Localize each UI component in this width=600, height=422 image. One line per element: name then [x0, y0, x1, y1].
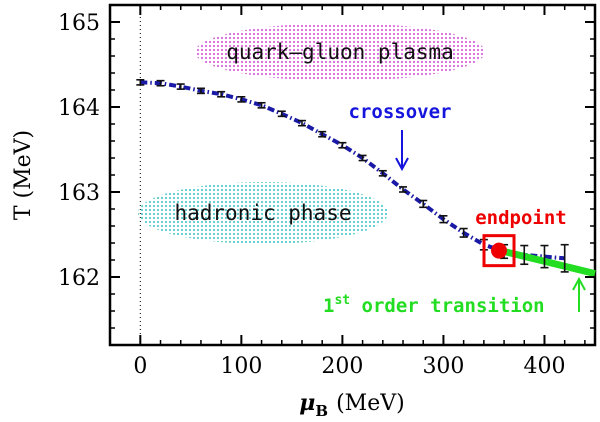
errorbar-point	[338, 141, 347, 149]
endpoint-label: endpoint	[475, 207, 567, 229]
x-axis-subscript: B	[315, 402, 328, 420]
errorbar-point	[459, 227, 468, 238]
errorbar-point	[318, 130, 327, 138]
first-order-label-sup: st	[334, 293, 350, 308]
errorbar-point	[297, 119, 306, 127]
tick-layer: 0 100 200 300 400 162 163 164 165	[58, 5, 595, 379]
x-tick-label: 100	[220, 354, 262, 379]
errorbar-point	[217, 90, 226, 98]
errorbar-point	[196, 87, 205, 95]
errorbar-point	[439, 215, 448, 224]
endpoint-box	[482, 234, 516, 268]
errorbar-point	[399, 186, 408, 193]
errorbar-point	[540, 244, 549, 269]
errorbar-point	[237, 96, 246, 103]
endpoint-layer	[482, 234, 516, 268]
errorbar-point	[277, 110, 286, 118]
errorbar-point	[156, 79, 165, 87]
crossover-label: crossover	[349, 101, 452, 123]
errorbar-point	[560, 243, 569, 273]
series-1-line	[503, 248, 596, 278]
errorbar-point	[419, 199, 428, 209]
first-order-arrow-icon	[572, 276, 586, 312]
y-axis-title: T (MeV)	[11, 130, 36, 220]
hadronic-label: hadronic phase	[174, 201, 351, 225]
errorbar-point	[136, 79, 145, 86]
x-tick-label: 400	[523, 354, 565, 379]
endpoint-dot	[491, 242, 508, 259]
x-tick-label: 200	[321, 354, 363, 379]
x-axis-unit: (MeV)	[336, 391, 405, 416]
errorbar-point	[520, 244, 529, 266]
errorbar-point	[358, 154, 367, 162]
y-tick-label: 164	[58, 96, 100, 121]
errorbar-point	[257, 101, 266, 109]
first-order-label-post: order transition	[350, 295, 544, 317]
qgp-label: quark–gluon plasma	[226, 40, 454, 64]
crossover-arrow-icon	[395, 130, 409, 172]
x-axis-symbol: μ	[299, 390, 315, 416]
x-tick-label: 0	[133, 354, 147, 379]
y-tick-label: 162	[58, 266, 100, 291]
first-order-label: 1st order transition	[323, 293, 545, 317]
y-tick-label: 163	[58, 181, 100, 206]
errorbar-point	[176, 83, 185, 90]
hadronic-region	[138, 182, 388, 244]
y-tick-label: 165	[58, 11, 100, 36]
errorbar-point	[378, 169, 387, 177]
x-axis-title: μB (MeV)	[299, 390, 404, 420]
x-tick-label: 300	[422, 354, 464, 379]
errorbar-layer	[136, 79, 569, 273]
first-order-label-pre: 1	[323, 295, 334, 317]
qgp-region	[195, 23, 485, 81]
